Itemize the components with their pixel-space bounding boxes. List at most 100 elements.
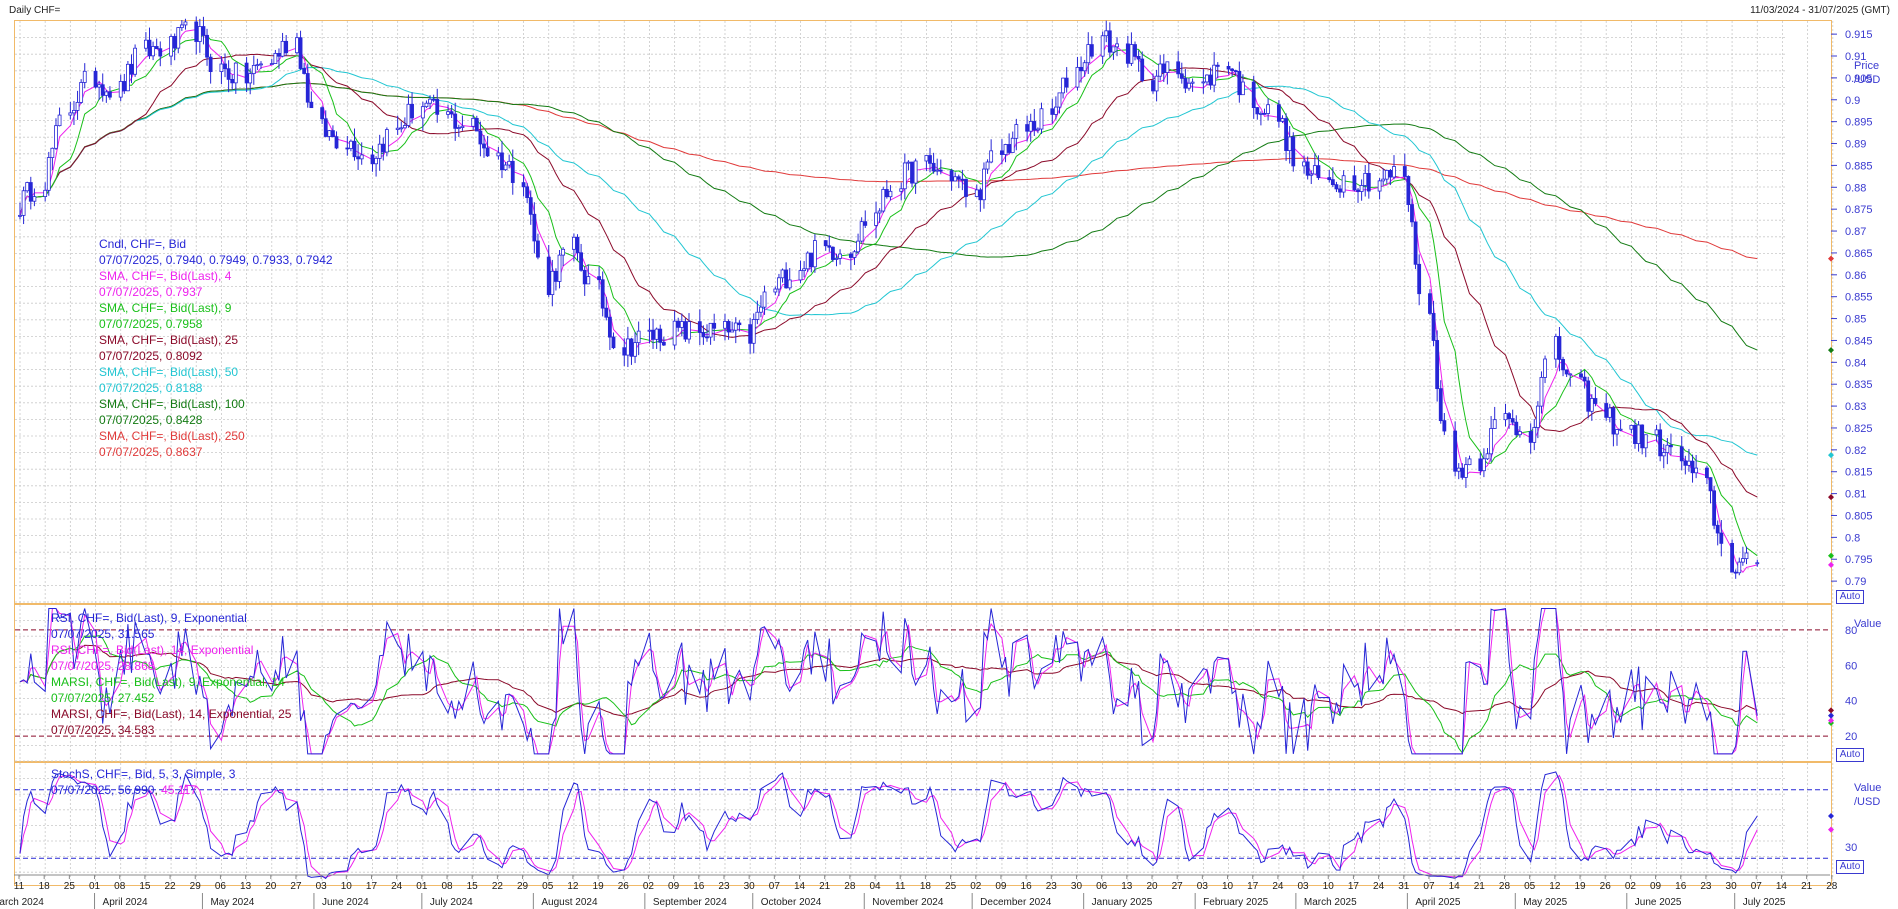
candle-body: [151, 46, 155, 57]
candle-body: [1643, 434, 1648, 449]
price-pane[interactable]: 0.915 0.91 0.905 0.9 0.895 0.89 0.885 0.88 0.875…: [14, 16, 1880, 604]
candle-body: [1111, 46, 1116, 53]
day-tick-label: 07: [1423, 881, 1435, 892]
candle-body: [384, 129, 389, 153]
candle-body: [1230, 68, 1235, 71]
candle-body: [1690, 460, 1695, 474]
candle-body: [259, 63, 263, 66]
day-tick-label: 10: [1222, 881, 1234, 892]
candle-body: [1359, 185, 1364, 192]
day-tick-label: 10: [341, 881, 353, 892]
day-tick-label: 19: [593, 881, 605, 892]
candle-body: [1363, 172, 1368, 186]
stoch-k-line-marker: [1828, 813, 1834, 820]
day-tick-label: 16: [693, 881, 705, 892]
date-range: 11/03/2024 - 31/07/2025 (GMT): [1750, 5, 1890, 16]
rsi-tick-label: 60: [1845, 660, 1857, 672]
price-tick-label: 0.815: [1845, 467, 1873, 479]
stochastic-pane[interactable]: 30 StochS, CHF=, Bid, 5, 3, Simple, 3 07…: [14, 762, 1881, 886]
candle-body: [550, 270, 555, 296]
candle-body: [902, 162, 907, 190]
candle-body: [1658, 429, 1663, 457]
day-tick-label: 01: [416, 881, 428, 892]
candle-body: [759, 306, 763, 313]
candle-body: [1158, 63, 1163, 77]
candle-body: [1715, 524, 1720, 534]
candle-body: [446, 111, 450, 115]
candle-body: [1107, 30, 1112, 53]
price-tick-label: 0.86: [1845, 270, 1866, 282]
day-tick-label: 10: [1323, 881, 1335, 892]
day-tick-label: 30: [744, 881, 756, 892]
candle-body: [600, 279, 605, 309]
price-auto-scale-button[interactable]: Auto: [1836, 590, 1864, 604]
candle-body: [676, 320, 681, 328]
candle-body: [158, 48, 163, 57]
day-tick-label: 25: [945, 881, 957, 892]
candle-body: [1187, 82, 1191, 89]
rsi-axis-title: Value: [1854, 617, 1881, 631]
candle-body: [780, 269, 785, 279]
stochastic-auto-scale-button[interactable]: Auto: [1836, 860, 1864, 874]
candle-body: [1535, 405, 1540, 428]
candle-body: [1636, 424, 1641, 445]
price-tick-label: 0.845: [1845, 335, 1873, 347]
month-label: June 2025: [1635, 897, 1682, 908]
marsi-9-14-line: [19, 635, 1758, 754]
price-tick-label: 0.885: [1845, 160, 1873, 172]
candle-body: [1460, 467, 1465, 478]
candle-body: [104, 91, 109, 96]
candle-body: [1010, 137, 1015, 153]
candle-body: [1039, 108, 1044, 130]
candle-body: [1014, 124, 1019, 139]
candle-body: [1557, 336, 1562, 360]
month-label: May 2025: [1523, 897, 1567, 908]
candle-body: [471, 117, 476, 127]
rsi-tick-label: 80: [1845, 625, 1857, 637]
candle-body: [1615, 429, 1619, 435]
rsi-pane[interactable]: 80 60 40 20 RSI, CHF=, Bid(Last), 9, Expone…: [14, 604, 1881, 762]
price-tick-label: 0.795: [1845, 554, 1873, 566]
sma-25-line: [19, 53, 1758, 498]
candle-body: [1316, 165, 1321, 178]
day-tick-label: 15: [467, 881, 479, 892]
candle-body: [1410, 204, 1414, 223]
price-legend-value-4: 07/07/2025, 0.8188: [99, 381, 203, 395]
candle-body: [528, 197, 533, 215]
rsi-legend-name-1: RSI, CHF=, Bid(Last), 14, Exponential: [51, 643, 254, 657]
day-tick-label: 28: [1826, 881, 1838, 892]
candle-body: [1507, 413, 1511, 419]
candle-body: [226, 68, 231, 80]
day-tick-label: 07: [1751, 881, 1763, 892]
candle-body: [1226, 65, 1231, 70]
price-legend-name-1: SMA, CHF=, Bid(Last), 4: [99, 269, 232, 283]
candle-body: [1280, 118, 1285, 122]
candle-body: [233, 62, 238, 84]
candle-body: [755, 311, 760, 320]
price-legend-value-5: 07/07/2025, 0.8428: [99, 413, 203, 427]
candle-body: [924, 155, 929, 162]
candle-body: [856, 240, 860, 253]
candle-body: [651, 329, 655, 340]
candle-body: [269, 63, 274, 65]
price-tick-label: 0.84: [1845, 357, 1866, 369]
candle-body: [1133, 44, 1137, 57]
candle-body: [1561, 359, 1565, 371]
candle-body: [1740, 558, 1745, 563]
candle-body: [377, 143, 382, 159]
time-axis: 11 18 25 01 08 15 22 29 06 13 20 27 03 10 17 24 01 08 15 22…: [0, 874, 1838, 909]
candle-body: [1233, 70, 1238, 72]
candle-body: [931, 162, 936, 172]
price-legend-name-0: Cndl, CHF=, Bid: [99, 237, 187, 251]
candle-body: [1589, 398, 1594, 412]
candle-body: [50, 147, 55, 158]
price-tick-label: 0.865: [1845, 248, 1873, 260]
stochastic-legend: StochS, CHF=, Bid, 5, 3, Simple, 3 07/07…: [51, 766, 235, 798]
candle-body: [654, 328, 659, 340]
rsi-auto-scale-button[interactable]: Auto: [1836, 748, 1864, 762]
candle-body: [1100, 35, 1105, 57]
day-tick-label: 21: [1474, 881, 1486, 892]
candle-body: [1262, 113, 1267, 115]
candle-body: [154, 46, 159, 50]
candle-body: [1338, 188, 1342, 193]
